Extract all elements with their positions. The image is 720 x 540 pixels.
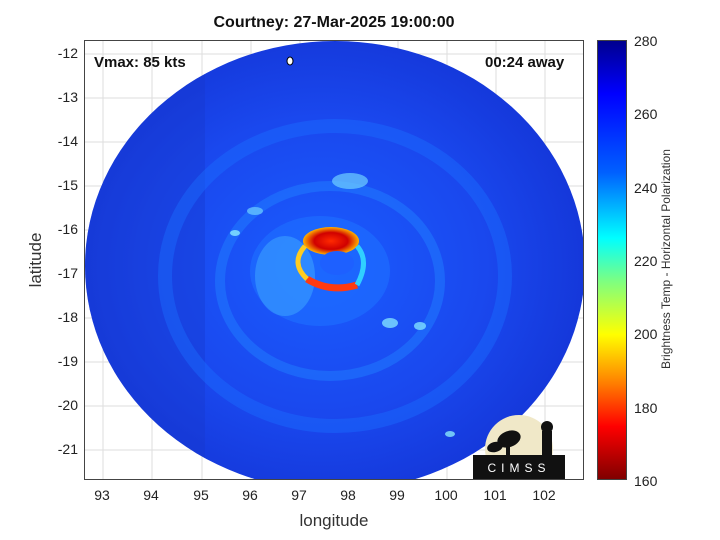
center-marker	[286, 56, 294, 66]
y-tick-label: -16	[57, 221, 78, 237]
y-tick-label: -14	[57, 133, 78, 149]
colorbar-tick-label: 240	[634, 180, 658, 196]
vmax-label: Vmax: 85 kts	[94, 54, 186, 71]
plot-title: Courtney: 27-Mar-2025 19:00:00	[213, 14, 455, 31]
x-axis-label: longitude	[299, 511, 369, 530]
x-tick-label: 102	[532, 487, 556, 503]
y-tick-label: -13	[57, 89, 78, 105]
x-tick-label: 99	[389, 487, 405, 503]
colorbar-tick-label: 180	[634, 400, 658, 416]
x-tick-label: 96	[242, 487, 258, 503]
y-tick-label: -17	[57, 265, 78, 281]
microwave-image	[85, 41, 583, 479]
cimss-logo: CIMSS	[469, 409, 569, 479]
colorbar-tick-label: 220	[634, 253, 658, 269]
x-tick-label: 93	[94, 487, 110, 503]
x-tick-label: 97	[291, 487, 307, 503]
y-tick-label: -12	[57, 45, 78, 61]
time-offset-label: 00:24 away	[485, 54, 565, 71]
x-tick-label: 94	[143, 487, 159, 503]
colorbar-tick-label: 280	[634, 33, 658, 49]
colorbar	[597, 40, 627, 480]
colorbar-tick-label: 160	[634, 473, 658, 489]
y-tick-label: -20	[57, 397, 78, 413]
y-tick-label: -15	[57, 177, 78, 193]
y-tick-label: -19	[57, 353, 78, 369]
x-tick-label: 98	[340, 487, 356, 503]
x-tick-label: 100	[434, 487, 458, 503]
satellite-image-panel: CIMSS	[84, 40, 584, 480]
y-tick-label: -18	[57, 309, 78, 325]
y-tick-label: -21	[57, 441, 78, 457]
y-axis-label: latitude	[26, 232, 45, 288]
colorbar-tick-label: 200	[634, 326, 658, 342]
colorbar-label: Brightness Temp - Horizontal Polarizatio…	[659, 149, 673, 369]
cimss-logo-text: CIMSS	[487, 461, 551, 475]
x-tick-label: 95	[193, 487, 209, 503]
x-tick-label: 101	[483, 487, 507, 503]
colorbar-tick-label: 260	[634, 106, 658, 122]
